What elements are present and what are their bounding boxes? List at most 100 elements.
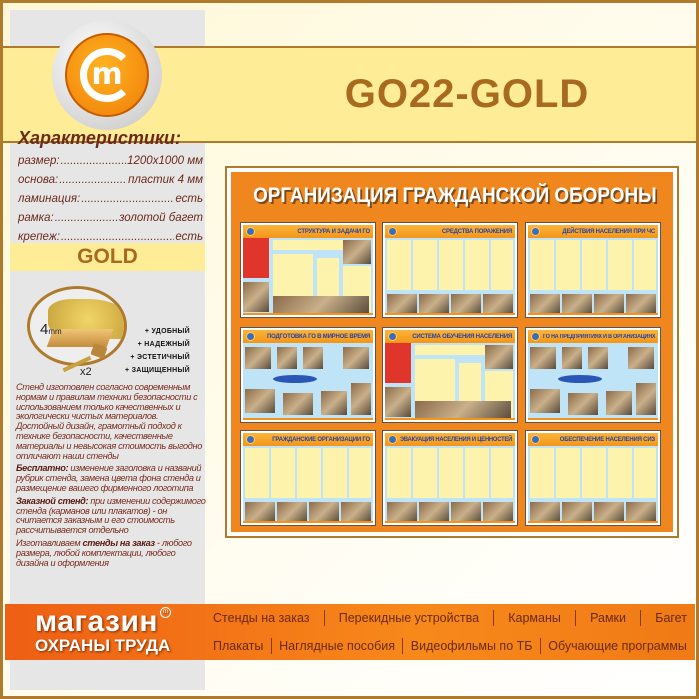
panel-photo [530, 502, 560, 522]
panel-photo [530, 294, 560, 314]
panel-photo [483, 294, 513, 314]
panel-block [415, 359, 455, 409]
panel-photo [351, 383, 371, 415]
panel-block [271, 448, 295, 498]
emblem-icon [388, 332, 397, 341]
panel-title: ГРАЖДАНСКИЕ ОРГАНИЗАЦИИ ГО [272, 436, 370, 443]
panel-body [385, 446, 515, 522]
panel-block [491, 240, 513, 290]
brand-line1: магазин [35, 605, 159, 638]
benefit: + УДОБНЫЙ [144, 328, 190, 335]
panel-block [413, 240, 437, 290]
panel-block [297, 448, 321, 498]
description: Стенд изготовлен согласно современным но… [16, 382, 206, 571]
panel-photo [636, 383, 656, 415]
nav-row-1: Стенды на заказ Перекидные устройства Ка… [213, 610, 687, 626]
brand-mark-icon: m [160, 607, 172, 618]
panel-photo [321, 391, 347, 415]
panel-block [582, 448, 606, 498]
store-brand[interactable]: магазин m ОХРАНЫ ТРУДА [35, 605, 172, 655]
panel-block [243, 238, 269, 278]
spec-value: есть [175, 193, 203, 205]
panel-photo [485, 345, 513, 369]
emblem-icon [246, 332, 255, 341]
panel-photo [451, 294, 481, 314]
panel-title: СТРУКТУРА И ЗАДАЧИ ГО [297, 228, 370, 235]
panel-photo [419, 502, 449, 522]
panel-block [439, 240, 463, 290]
panel-block [323, 448, 347, 498]
nav-link-pockets[interactable]: Карманы [508, 611, 561, 625]
panel-photo [343, 347, 369, 369]
panel-block [439, 448, 463, 498]
panel-photo [385, 387, 411, 417]
emblem-icon [246, 227, 255, 236]
panel-photo [341, 502, 371, 522]
benefits-list: + УДОБНЫЙ + НАДЕЖНЫЙ + ЭСТЕТИЧНЫЙ + ЗАЩИ… [105, 325, 190, 377]
panel-title: СИСТЕМА ОБУЧЕНИЯ НАСЕЛЕНИЯ [412, 333, 512, 340]
emblem-icon [388, 435, 397, 444]
nav-link-videos[interactable]: Видеофильмы по ТБ [410, 639, 533, 653]
benefit: + ЭСТЕТИЧНЫЙ [130, 354, 190, 361]
stand-panel: СТРУКТУРА И ЗАДАЧИ ГО [240, 222, 376, 318]
stand-panel: СИСТЕМА ОБУЧЕНИЯ НАСЕЛЕНИЯ [382, 327, 518, 423]
fastener-count: x2 [80, 366, 92, 378]
nav-link-visual-aids[interactable]: Наглядные пособия [279, 639, 396, 653]
panel-body [385, 343, 515, 419]
stand-panel: СРЕДСТВА ПОРАЖЕНИЯ [382, 222, 518, 318]
nav-link-baguette[interactable]: Багет [655, 611, 687, 625]
panel-photo [309, 502, 339, 522]
panel-block [465, 448, 489, 498]
frame-profile-illustration: 4mm [27, 286, 127, 366]
stand-title: ОРГАНИЗАЦИЯ ГРАЖДАНСКОЙ ОБОРОНЫ [253, 184, 657, 207]
spec-row: основа: пластик 4 мм [18, 171, 203, 190]
nav-link-training-programs[interactable]: Обучающие программы [548, 639, 687, 653]
description-custom: Заказной стенд: при изменении содержимог… [16, 495, 206, 536]
panel-photo [530, 389, 560, 413]
panel-photo [387, 294, 417, 314]
variant-label: GOLD [10, 243, 205, 271]
panel-photo [562, 347, 582, 369]
spec-value: есть [175, 231, 203, 243]
panel-body [385, 238, 515, 314]
panel-block [273, 375, 317, 383]
nav-link-flip-devices[interactable]: Перекидные устройства [338, 611, 480, 625]
spec-label: крепеж: [18, 231, 60, 243]
panel-title: СРЕДСТВА ПОРАЖЕНИЯ [441, 228, 512, 235]
nav-link-frames[interactable]: Рамки [590, 611, 627, 625]
panel-title: ГО НА ПРЕДПРИЯТИЯХ И В ОРГАНИЗАЦИЯХ [542, 333, 655, 340]
panel-block [608, 240, 632, 290]
panel-block [491, 448, 513, 498]
panel-photo [283, 393, 313, 415]
stand-panel: ДЕЙСТВИЯ НАСЕЛЕНИЯ ПРИ ЧС [525, 222, 661, 318]
thickness-label: 4mm [40, 321, 62, 338]
spec-label: ламинация: [18, 193, 81, 205]
panel-block [349, 448, 371, 498]
panel-block [634, 448, 656, 498]
description-free: Бесплатно: изменение заголовка и названи… [16, 463, 202, 493]
nav-link-posters[interactable]: Плакаты [213, 639, 264, 653]
panel-photo [530, 347, 556, 369]
panel-photo [277, 347, 297, 369]
panel-photo [243, 282, 269, 312]
panel-block [530, 448, 554, 498]
panel-body [243, 343, 373, 418]
characteristics-title: Характеристики: [18, 128, 182, 148]
panel-photo [419, 294, 449, 314]
panel-block [634, 240, 656, 290]
panel-block [317, 258, 339, 298]
panel-block [415, 345, 485, 355]
spec-value: пластик 4 мм [128, 174, 203, 186]
panel-photo [626, 502, 656, 522]
nav-link-stands-order[interactable]: Стенды на заказ [213, 611, 310, 625]
panel-block [387, 240, 411, 290]
nav-row-2: Плакаты Наглядные пособия Видеофильмы по… [213, 638, 687, 654]
panel-block [608, 448, 632, 498]
spec-value: золотой багет [119, 212, 203, 224]
benefit: + НАДЕЖНЫЙ [137, 341, 190, 348]
spec-row: размер: 1200x1000 мм [18, 152, 203, 171]
panel-block [273, 240, 343, 250]
stand-panel: ЭВАКУАЦИЯ НАСЕЛЕНИЯ И ЦЕННОСТЕЙ [382, 430, 518, 526]
panel-title: ДЕЙСТВИЯ НАСЕЛЕНИЯ ПРИ ЧС [562, 228, 655, 235]
emblem-icon [531, 435, 540, 444]
